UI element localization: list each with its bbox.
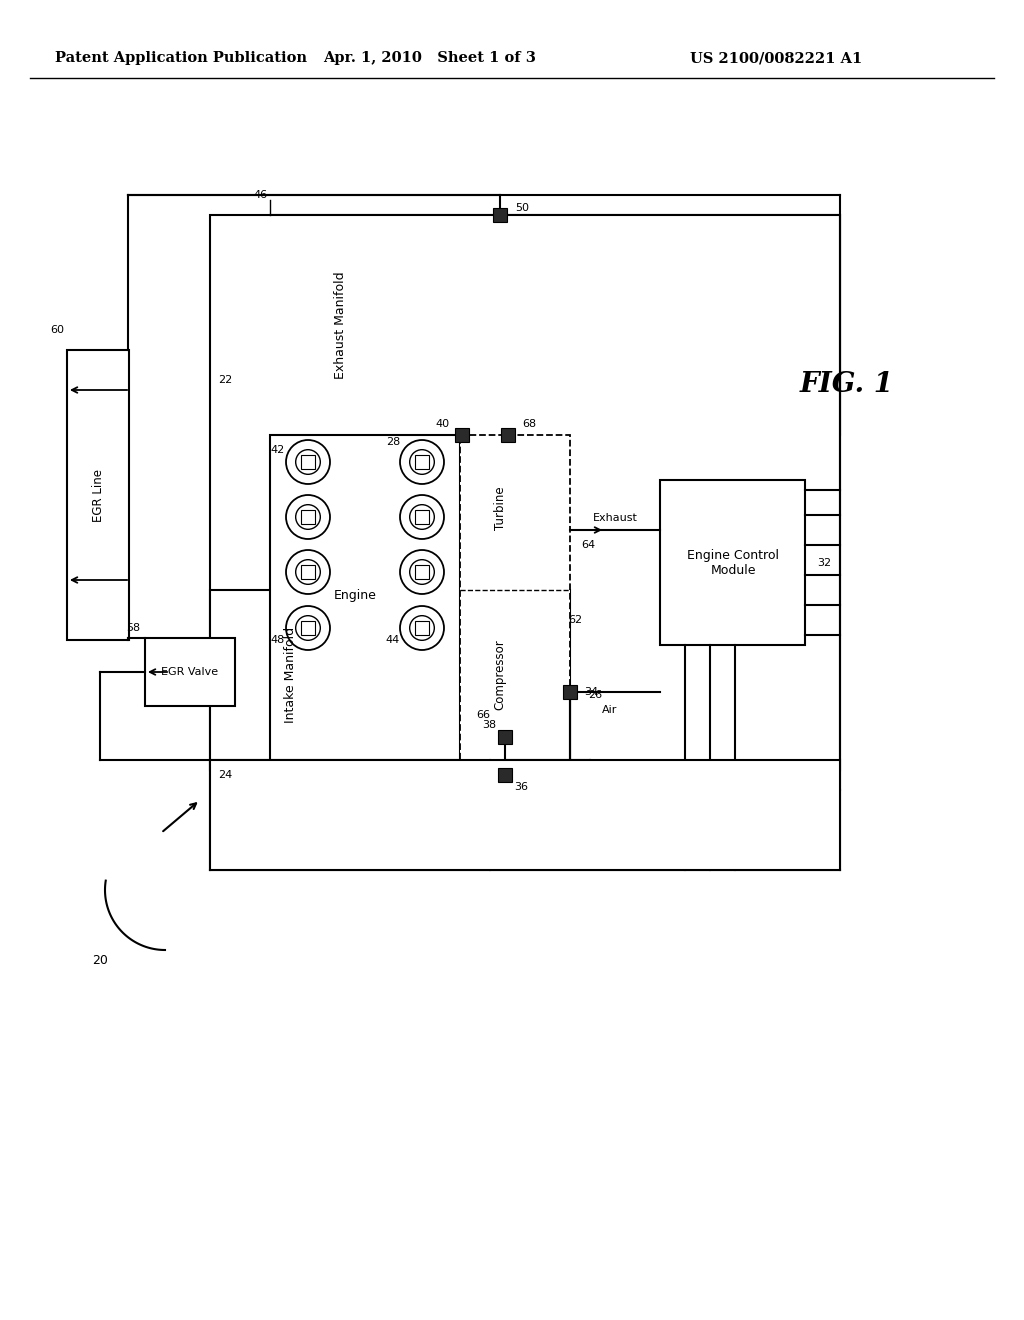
Circle shape — [410, 615, 434, 640]
Bar — [498, 768, 512, 781]
Text: Air: Air — [602, 705, 617, 715]
Text: 44: 44 — [386, 635, 400, 645]
Text: 34: 34 — [584, 686, 598, 697]
Bar — [301, 455, 314, 469]
Bar — [145, 638, 234, 706]
Text: 42: 42 — [270, 445, 285, 455]
Bar — [301, 511, 314, 524]
Circle shape — [400, 440, 444, 484]
Text: 32: 32 — [817, 558, 831, 568]
Circle shape — [286, 606, 330, 649]
Circle shape — [410, 504, 434, 529]
Bar — [210, 215, 840, 770]
Text: 40: 40 — [436, 418, 450, 429]
Bar — [416, 622, 429, 635]
Circle shape — [296, 560, 321, 585]
Text: US 2100/0082221 A1: US 2100/0082221 A1 — [690, 51, 862, 65]
Text: Turbine: Turbine — [494, 486, 507, 529]
Text: Exhaust Manifold: Exhaust Manifold — [334, 271, 346, 379]
Bar — [270, 436, 460, 760]
Text: 58: 58 — [126, 623, 140, 634]
Text: 46: 46 — [254, 190, 268, 201]
Text: Patent Application Publication: Patent Application Publication — [55, 51, 307, 65]
Bar — [498, 730, 512, 744]
Text: 26: 26 — [588, 690, 602, 700]
Bar — [455, 428, 469, 442]
Circle shape — [296, 450, 321, 474]
Bar — [660, 480, 805, 645]
Bar — [501, 428, 515, 442]
Text: EGR Valve: EGR Valve — [162, 667, 218, 677]
Text: 36: 36 — [514, 781, 528, 792]
Bar — [416, 455, 429, 469]
Text: Intake Manifold: Intake Manifold — [284, 627, 297, 723]
Circle shape — [296, 615, 321, 640]
Text: Compressor: Compressor — [494, 640, 507, 710]
Bar — [210, 590, 570, 760]
Text: 28: 28 — [386, 437, 400, 447]
Text: 24: 24 — [218, 770, 232, 780]
Circle shape — [286, 495, 330, 539]
Bar — [416, 511, 429, 524]
Circle shape — [296, 504, 321, 529]
Circle shape — [410, 560, 434, 585]
Text: Apr. 1, 2010   Sheet 1 of 3: Apr. 1, 2010 Sheet 1 of 3 — [324, 51, 537, 65]
Text: EGR Line: EGR Line — [91, 469, 104, 521]
Text: 60: 60 — [50, 325, 63, 335]
Circle shape — [286, 550, 330, 594]
Text: 48: 48 — [270, 635, 285, 645]
Text: FIG. 1: FIG. 1 — [800, 371, 894, 399]
Text: 62: 62 — [568, 615, 582, 624]
Bar — [270, 215, 840, 436]
Text: 20: 20 — [92, 953, 108, 966]
Circle shape — [286, 440, 330, 484]
Bar — [210, 760, 840, 870]
Text: Engine: Engine — [334, 589, 377, 602]
Text: 64: 64 — [581, 540, 595, 550]
Circle shape — [400, 606, 444, 649]
Bar — [301, 622, 314, 635]
Text: 38: 38 — [482, 719, 496, 730]
Bar — [563, 685, 577, 700]
Bar — [301, 565, 314, 578]
Text: 50: 50 — [515, 203, 529, 213]
Circle shape — [400, 550, 444, 594]
Bar — [416, 565, 429, 578]
Bar — [67, 350, 129, 640]
Circle shape — [400, 495, 444, 539]
Circle shape — [410, 450, 434, 474]
Text: 22: 22 — [218, 375, 232, 385]
Text: Engine Control
Module: Engine Control Module — [687, 549, 779, 577]
Bar — [493, 209, 507, 222]
Text: 68: 68 — [522, 418, 537, 429]
Bar — [460, 436, 570, 760]
Text: 66: 66 — [476, 710, 490, 719]
Text: Exhaust: Exhaust — [593, 513, 637, 523]
